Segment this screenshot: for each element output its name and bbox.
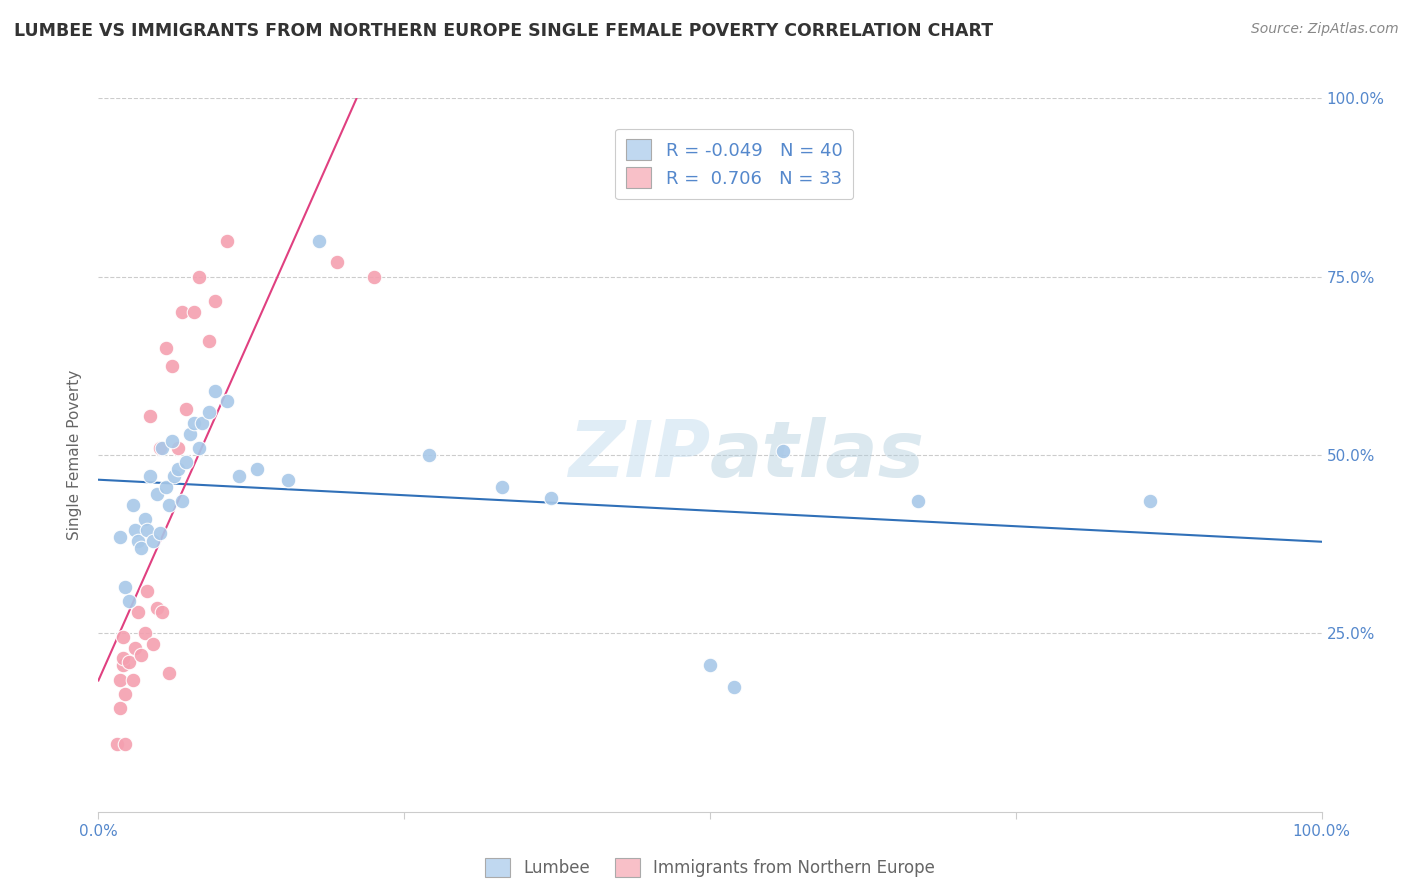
Point (157, 498, 180, 512)
Point (110, 530, 132, 544)
Point (308, 234, 330, 248)
Point (129, 541, 152, 555)
Point (124, 523, 146, 537)
Point (187, 441, 209, 455)
Point (142, 637, 165, 651)
Point (136, 583, 159, 598)
Point (183, 416, 205, 430)
Point (155, 480, 177, 494)
Point (1139, 494, 1161, 508)
Point (149, 526, 172, 541)
Point (118, 594, 141, 608)
Point (176, 455, 198, 469)
Point (150, 441, 173, 455)
Point (170, 494, 193, 508)
Point (197, 405, 219, 419)
Point (136, 523, 159, 537)
Point (127, 533, 149, 548)
Point (170, 305, 193, 319)
Point (142, 533, 165, 548)
Point (124, 640, 146, 655)
Point (191, 416, 214, 430)
Point (129, 648, 152, 662)
Point (723, 680, 745, 694)
Point (134, 512, 156, 526)
Point (215, 234, 238, 248)
Point (127, 605, 149, 619)
Point (228, 469, 250, 483)
Point (157, 665, 180, 680)
Point (772, 444, 794, 458)
Point (167, 441, 190, 455)
Point (160, 434, 183, 448)
Point (246, 462, 269, 476)
Point (418, 448, 440, 462)
Point (114, 687, 136, 701)
Point (187, 269, 209, 284)
Point (118, 655, 141, 669)
Point (121, 498, 143, 512)
Point (176, 401, 198, 416)
Point (699, 658, 721, 673)
Point (114, 737, 136, 751)
Point (110, 673, 132, 687)
Point (105, 737, 128, 751)
Point (540, 491, 562, 505)
Point (167, 462, 190, 476)
Point (111, 651, 134, 665)
Point (155, 341, 177, 355)
Point (146, 487, 169, 501)
Point (183, 305, 205, 319)
Point (204, 294, 226, 309)
Point (179, 426, 201, 441)
Text: Source: ZipAtlas.com: Source: ZipAtlas.com (1251, 22, 1399, 37)
Point (197, 334, 219, 348)
Y-axis label: Single Female Poverty: Single Female Poverty (67, 370, 83, 540)
Point (149, 441, 172, 455)
Text: atlas: atlas (710, 417, 925, 493)
Point (907, 494, 929, 508)
Point (139, 469, 162, 483)
Point (326, 255, 349, 269)
Point (111, 630, 134, 644)
Point (215, 394, 238, 409)
Point (121, 673, 143, 687)
Point (150, 605, 173, 619)
Point (111, 658, 134, 673)
Point (363, 269, 385, 284)
Text: ZIP: ZIP (568, 417, 710, 493)
Point (160, 359, 183, 373)
Point (204, 384, 226, 398)
Text: LUMBEE VS IMMIGRANTS FROM NORTHERN EUROPE SINGLE FEMALE POVERTY CORRELATION CHAR: LUMBEE VS IMMIGRANTS FROM NORTHERN EUROP… (14, 22, 993, 40)
Point (163, 469, 186, 483)
Point (134, 626, 156, 640)
Point (110, 701, 132, 715)
Legend: Lumbee, Immigrants from Northern Europe: Lumbee, Immigrants from Northern Europe (477, 849, 943, 886)
Point (146, 601, 169, 615)
Point (139, 409, 162, 423)
Point (114, 580, 136, 594)
Point (277, 473, 299, 487)
Point (491, 480, 513, 494)
